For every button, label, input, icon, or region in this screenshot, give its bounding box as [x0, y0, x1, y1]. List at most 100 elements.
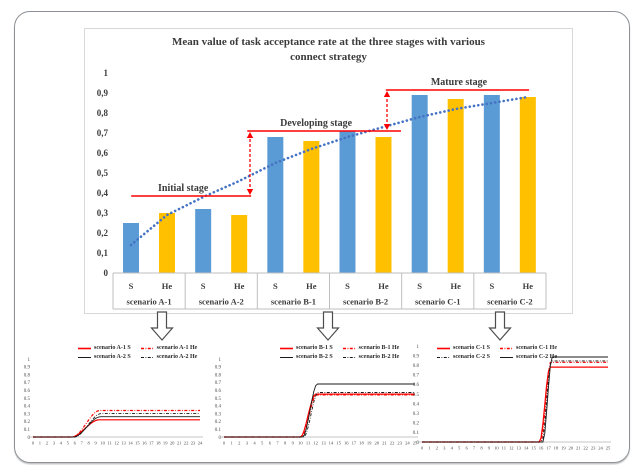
y-axis-tick: 0.9	[413, 354, 420, 359]
bar-s-4	[411, 95, 428, 273]
legend-item: scenario B-1 He	[342, 344, 400, 352]
chart-title-line2: connect strategy	[290, 51, 367, 64]
y-axis-tick: 0,2	[97, 228, 109, 238]
legend-line-sample	[78, 356, 91, 358]
sub-category-label: S	[345, 281, 350, 291]
legend-item: scenario A-1 S	[78, 344, 131, 352]
y-axis-tick: 0.2	[24, 420, 31, 425]
down-arrow-icon	[150, 311, 174, 341]
category-label: scenario A-1	[127, 297, 172, 307]
bar-he-0	[159, 213, 175, 273]
x-axis-tick: 13	[321, 441, 326, 446]
x-axis-tick: 15	[531, 446, 536, 451]
chart-title: Mean value of task acceptance rate at th…	[95, 35, 562, 66]
legend-item: scenario C-2 He	[500, 353, 557, 361]
legend-item: scenario B-1 S	[280, 344, 333, 352]
line-chart-scenario-a: 1 0.9 0.8 0.7 0.6 0.5 0.4 0.3 0.2 0.1 0 0 1 2 3 4 5 6 7 8 9 1…	[18, 342, 210, 458]
x-axis-tick: 6	[269, 441, 272, 446]
y-axis-tick: 0.5	[24, 397, 31, 402]
y-axis-tick: 0.6	[24, 389, 31, 394]
sub-category-label: He	[306, 281, 317, 291]
x-axis-tick: 3	[53, 441, 56, 446]
connector-arrows	[150, 311, 512, 341]
legend-label: scenario B-2 S	[296, 354, 333, 360]
line-chart-plot-b: 10.90.80.70.60.50.40.30.20.100 1 2 3 4 5 6 7 8 9 1…	[215, 358, 418, 446]
y-axis-tick: 0	[104, 268, 109, 278]
y-axis-tick: 0.6	[215, 389, 222, 394]
legend-line-sample	[437, 347, 450, 349]
series-line	[422, 356, 608, 443]
x-axis-tick: 7	[276, 441, 279, 446]
x-axis-tick: 16	[344, 441, 349, 446]
x-axis-tick: 25	[413, 441, 418, 446]
x-axis-tick: 21	[382, 441, 387, 446]
x-axis-tick: 10	[494, 446, 499, 451]
bar-chart-panel: Mean value of task acceptance rate at th…	[84, 28, 573, 314]
bar-s-0	[123, 223, 139, 273]
x-axis-tick: 5	[261, 441, 264, 446]
x-axis-tick: 6	[465, 446, 468, 451]
x-axis-tick: 24	[598, 446, 603, 451]
legend-line-sample	[500, 356, 513, 358]
stage-label: Mature stage	[431, 77, 488, 88]
y-axis-tick: 1	[28, 358, 31, 363]
chart-legend-b: scenario B-1 S scenario B-1 He scenario B-…	[280, 344, 399, 361]
y-axis-tick: 0.9	[215, 366, 222, 371]
y-axis-tick: 0.3	[215, 412, 222, 417]
x-axis-tick: 0	[421, 446, 424, 451]
y-axis-tick: 0,7	[97, 128, 109, 138]
x-axis-tick: 0	[32, 441, 35, 446]
x-axis-tick: 14	[329, 441, 334, 446]
series-line	[224, 394, 415, 438]
x-axis-tick: 20	[569, 446, 574, 451]
arrow-head-up	[246, 132, 254, 138]
y-axis-tick: 0.2	[413, 422, 420, 427]
x-axis-tick: 22	[390, 441, 395, 446]
sub-category-label: He	[523, 281, 534, 291]
y-axis-tick: 0.7	[413, 374, 420, 379]
sub-category-label: S	[489, 281, 494, 291]
legend-item: scenario C-1 S	[437, 344, 490, 352]
x-axis-tick: 20	[375, 441, 380, 446]
legend-label: scenario B-1 S	[296, 345, 333, 351]
legend-item: scenario A-2 He	[140, 353, 197, 361]
y-axis-tick: 0.7	[215, 381, 222, 386]
legend-item: scenario A-1 He	[140, 344, 197, 352]
x-axis-tick: 8	[284, 441, 287, 446]
y-axis-tick: 0.4	[215, 405, 222, 410]
x-axis-tick: 18	[554, 446, 559, 451]
legend-item: scenario B-2 S	[280, 353, 333, 361]
legend-line-sample	[78, 347, 91, 349]
legend-item: scenario B-2 He	[342, 353, 399, 361]
arrow-head-down	[383, 124, 391, 130]
legend-line-sample	[437, 356, 450, 358]
legend-label: scenario B-1 He	[358, 345, 400, 351]
x-axis-tick: 17	[352, 441, 357, 446]
bar-he-2	[303, 141, 320, 273]
x-axis-tick: 13	[121, 441, 126, 446]
x-axis-tick: 22	[184, 441, 189, 446]
arrow-head-up	[383, 91, 391, 97]
y-axis-tick: 0.1	[24, 428, 31, 433]
y-axis-tick: 0,1	[97, 248, 109, 258]
y-axis-tick: 1	[219, 358, 222, 363]
legend-label: scenario C-2 He	[516, 354, 557, 360]
legend-line-sample	[500, 347, 513, 349]
x-axis-tick: 9	[292, 441, 295, 446]
x-axis-tick: 12	[114, 441, 119, 446]
legend-line-sample	[342, 356, 356, 358]
legend-label: scenario C-1 He	[516, 345, 557, 351]
y-axis-tick: 0.8	[24, 373, 31, 378]
x-axis-tick: 20	[170, 441, 175, 446]
legend-line-sample	[280, 356, 293, 358]
series-line	[33, 413, 200, 438]
sub-category-label: He	[378, 281, 389, 291]
x-axis-tick: 1	[39, 441, 42, 446]
y-axis-tick: 0	[417, 441, 420, 446]
x-axis-tick: 23	[591, 446, 596, 451]
legend-line-sample	[140, 347, 154, 349]
y-axis-tick: 0,4	[97, 188, 109, 198]
x-axis-tick: 12	[313, 441, 318, 446]
x-axis-tick: 24	[405, 441, 410, 446]
y-axis-tick: 0.8	[413, 364, 420, 369]
